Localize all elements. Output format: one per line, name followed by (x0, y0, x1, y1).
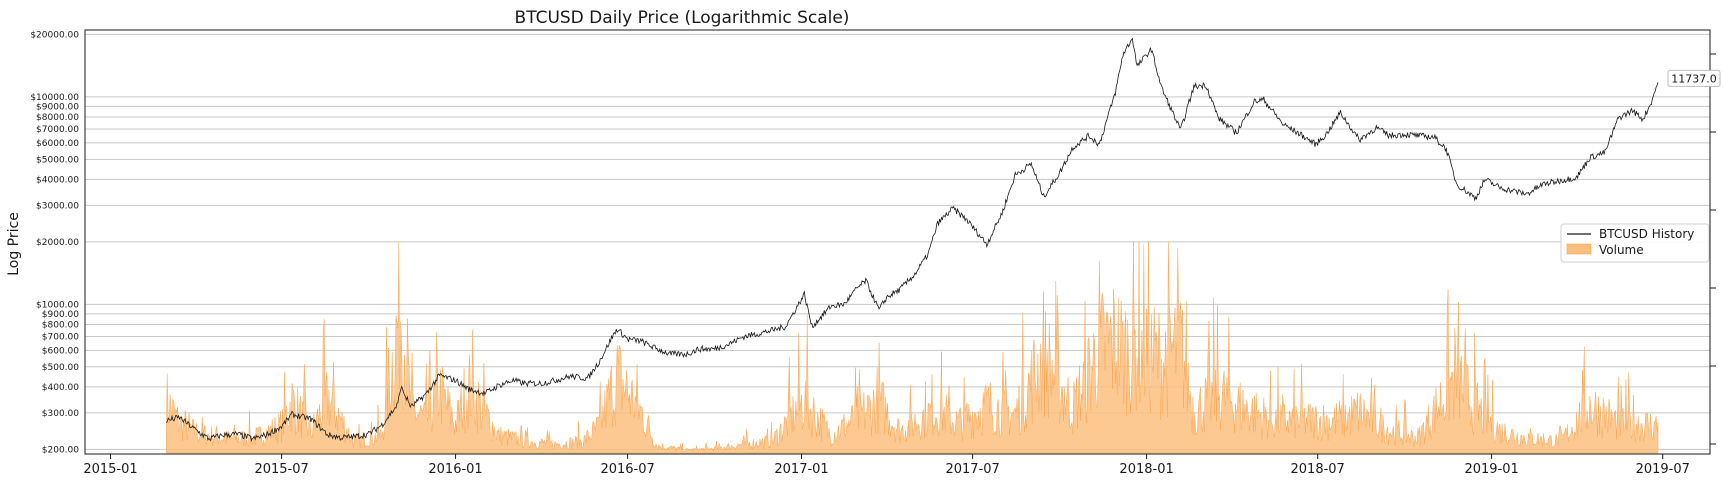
annotation-box (1667, 69, 1721, 87)
x-tick-label: 2015-07 (254, 462, 308, 477)
y-tick-label: $1000.00 (36, 300, 79, 310)
legend-label-volume: Volume (1599, 243, 1644, 257)
legend: BTCUSD History Volume (1560, 223, 1710, 263)
price-line (166, 37, 1659, 442)
y-tick-label: $20000.00 (30, 30, 79, 40)
y-tick-label: $300.00 (42, 409, 79, 419)
x-tick-label: 2015-01 (83, 462, 137, 477)
y-tick-label: $500.00 (42, 363, 79, 373)
x-tick-label: 2018-07 (1291, 462, 1345, 477)
x-tick-label: 2018-01 (1119, 462, 1173, 477)
y-tick-label: $8000.00 (36, 113, 79, 123)
y-axis-label: Log Price (6, 212, 22, 276)
y-tick-label: $9000.00 (36, 102, 79, 112)
y-tick-labels: $200.00 $300.00 $400.00 $500.00 $600.00 $700.… (30, 30, 79, 455)
legend-label-price: BTCUSD History (1599, 227, 1694, 241)
plot-area (166, 37, 1659, 454)
legend-box (1560, 223, 1710, 263)
right-axis-ticks (1710, 53, 1716, 445)
y-tick-label: $6000.00 (36, 139, 79, 149)
x-tick-label: 2019-07 (1636, 462, 1690, 477)
x-tick-label: 2016-07 (600, 462, 654, 477)
y-tick-label: $2000.00 (36, 238, 79, 248)
y-tick-label: $800.00 (42, 320, 79, 330)
y-tick-label: $4000.00 (36, 175, 79, 185)
annotation-text: 11737.0 (1671, 72, 1717, 85)
plot-frame (84, 29, 1711, 455)
y-tick-label: $400.00 (42, 383, 79, 393)
y-tick-label: $200.00 (42, 445, 79, 455)
chart-title: BTCUSD Daily Price (Logarithmic Scale) (515, 8, 850, 28)
volume-layer (166, 241, 1659, 454)
x-tick-label: 2017-07 (945, 462, 999, 477)
y-tick-label: $900.00 (42, 310, 79, 320)
x-tick-label: 2017-01 (774, 462, 828, 477)
x-tick-label: 2019-01 (1464, 462, 1518, 477)
y-tick-label: $7000.00 (36, 125, 79, 135)
last-price-annotation: 11737.0 (1667, 69, 1721, 87)
legend-swatch-volume (1566, 243, 1592, 255)
volume-area (166, 241, 1659, 454)
x-tick-label: 2016-01 (428, 462, 482, 477)
gridlines (85, 33, 1710, 450)
y-tick-label: $700.00 (42, 332, 79, 342)
y-tick-label: $3000.00 (36, 201, 79, 211)
y-tick-label: $600.00 (42, 346, 79, 356)
x-axis-ticks: 2015-01 2015-07 2016-01 2016-07 2017-01 2017-… (83, 454, 1690, 477)
y-tick-label: $10000.00 (30, 93, 79, 103)
price-layer (166, 37, 1659, 442)
y-tick-label: $5000.00 (36, 155, 79, 165)
